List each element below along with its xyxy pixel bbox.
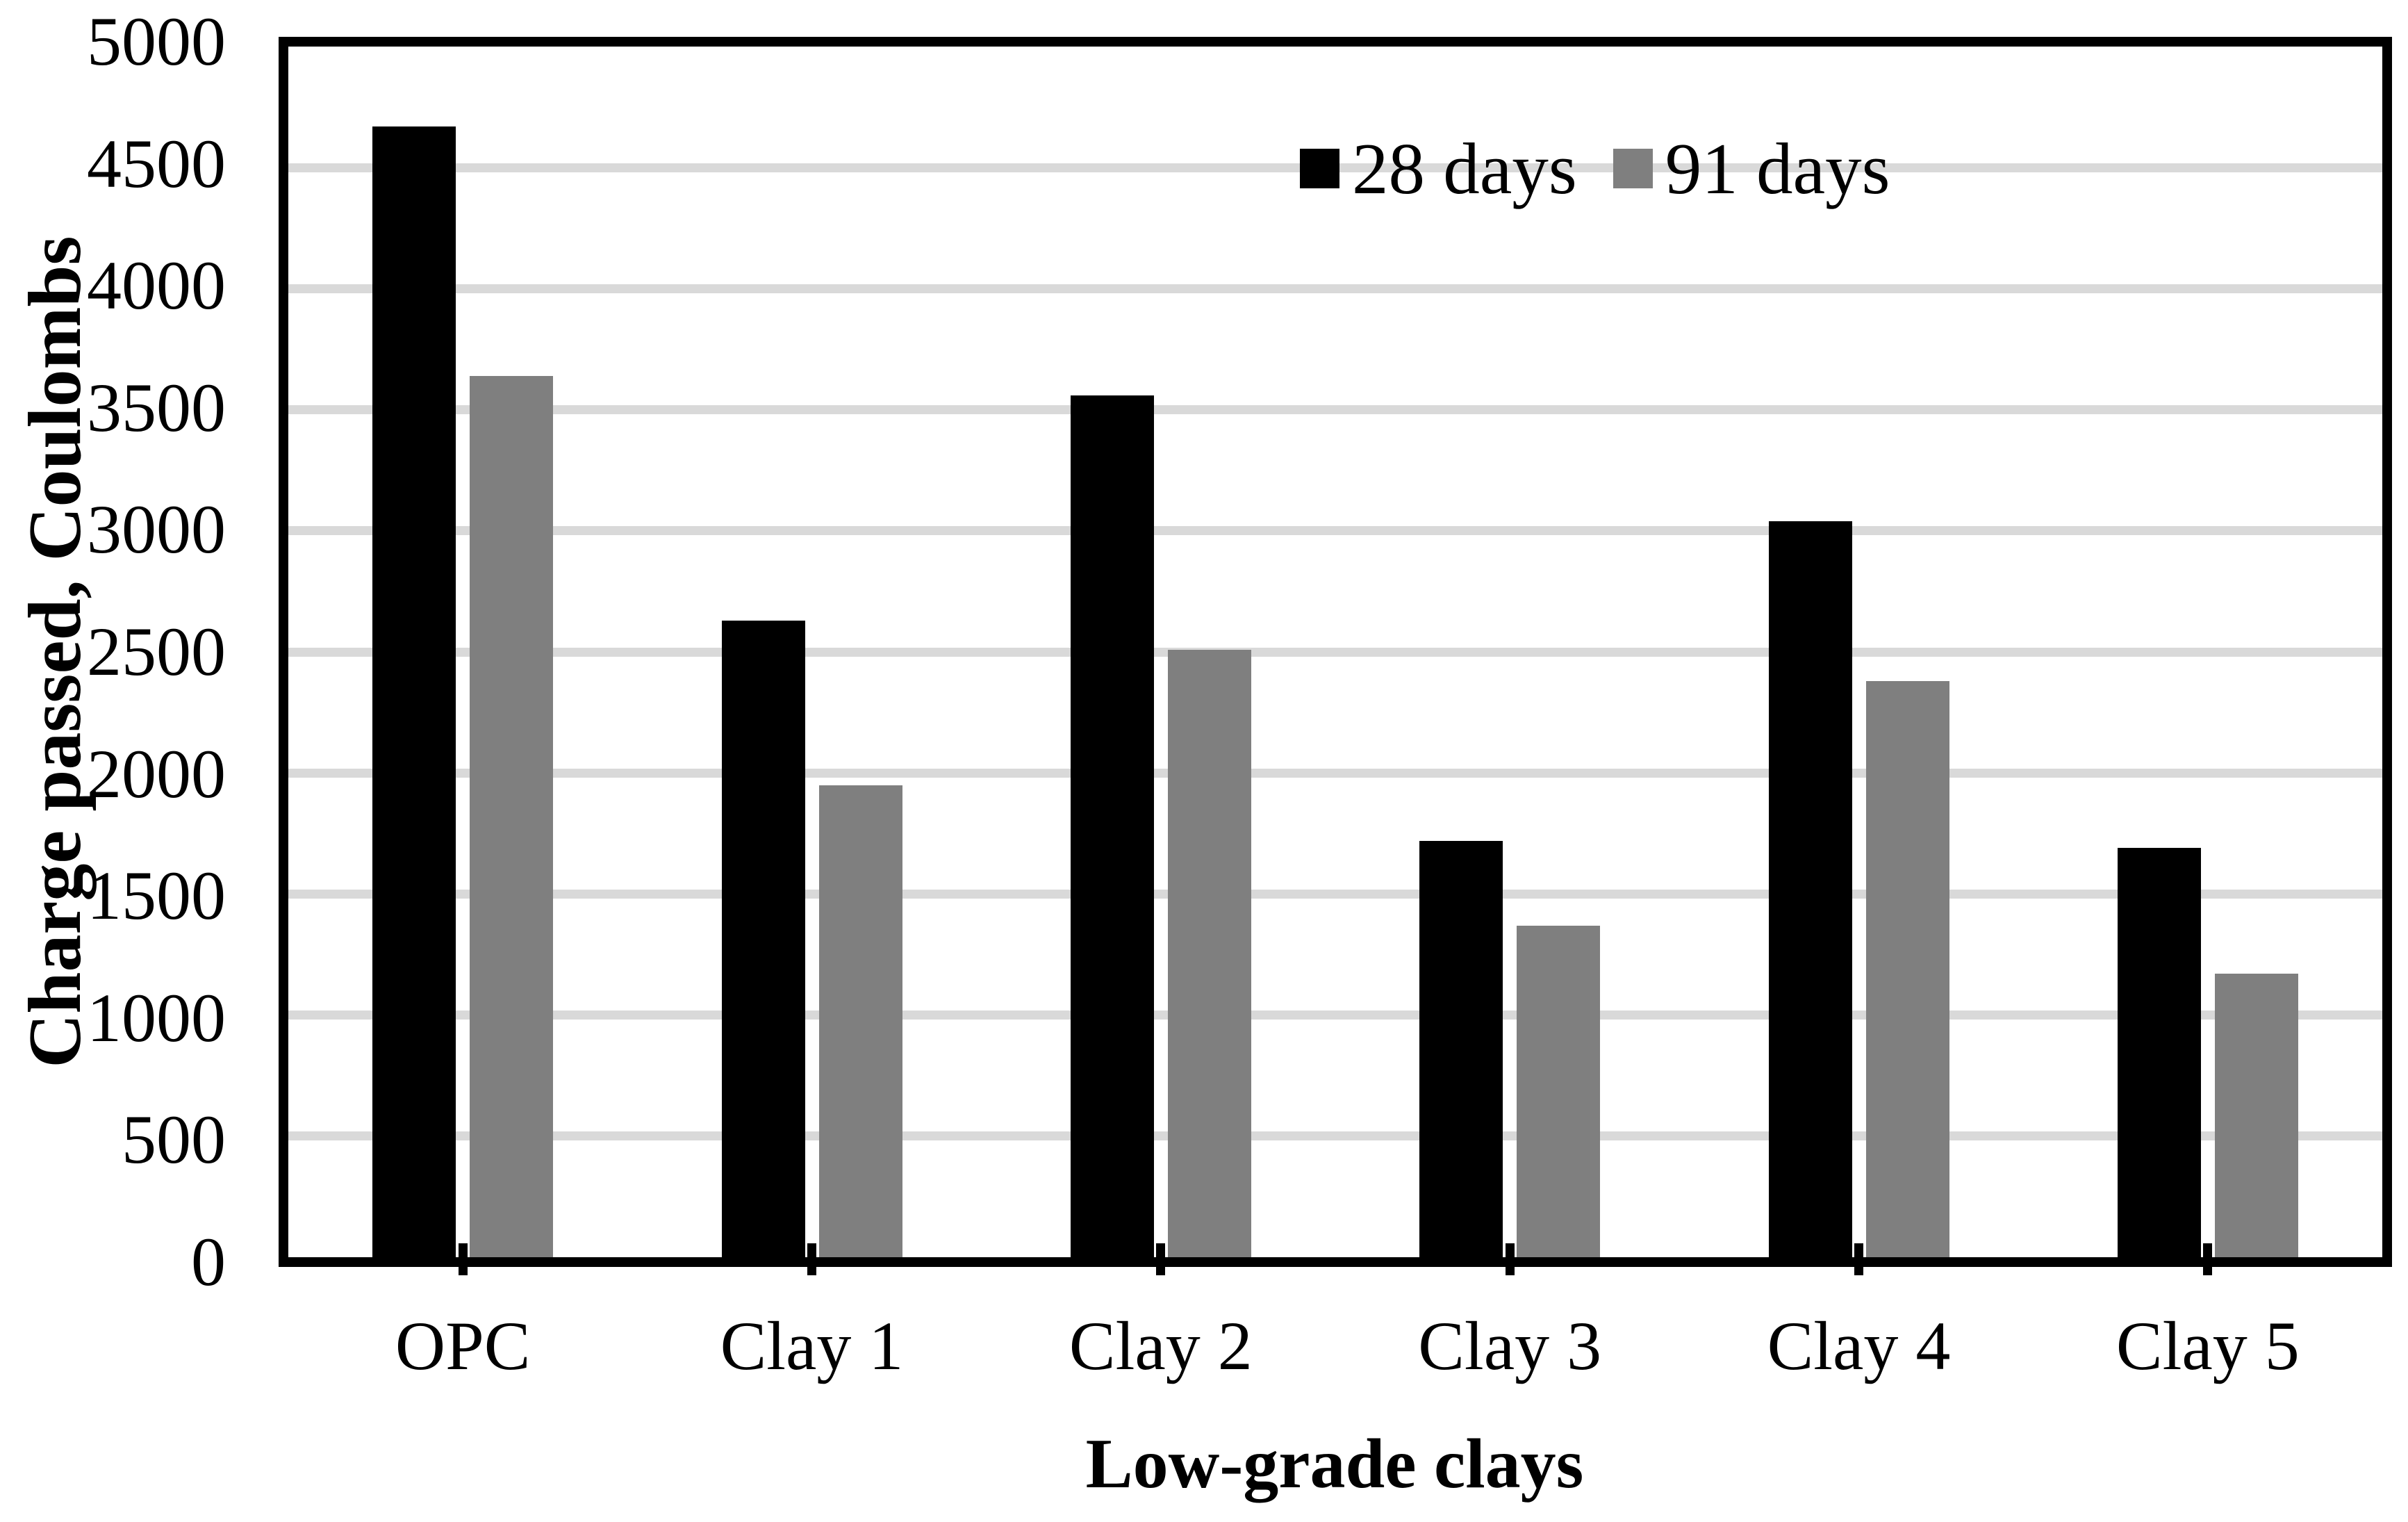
- x-axis-title: Low-grade clays: [1085, 1425, 1584, 1503]
- gridline-2500: [288, 647, 2382, 657]
- bar-91-days-clay-3: [1517, 925, 1601, 1257]
- gridline-3500: [288, 405, 2382, 415]
- legend-label-28-days: 28 days: [1352, 128, 1577, 209]
- x-tick-label-clay-4: Clay 4: [1767, 1307, 1951, 1384]
- bar-91-days-clay-4: [1865, 680, 1949, 1257]
- bar-28-days-clay-4: [1768, 521, 1852, 1257]
- plot-area: [279, 37, 2392, 1267]
- y-tick-label-1500: 1500: [87, 857, 226, 935]
- x-tick-clay-5: [2203, 1243, 2213, 1275]
- bar-28-days-clay-1: [721, 620, 805, 1257]
- gridline-1000: [288, 1010, 2382, 1020]
- bar-28-days-clay-2: [1070, 395, 1154, 1257]
- x-tick-label-clay-2: Clay 2: [1069, 1307, 1253, 1384]
- plot-inner: [288, 47, 2382, 1257]
- y-tick-label-2500: 2500: [87, 613, 226, 690]
- gridline-2000: [288, 768, 2382, 778]
- bar-28-days-opc: [372, 126, 456, 1257]
- y-tick-label-3000: 3000: [87, 491, 226, 568]
- y-tick-label-2000: 2000: [87, 735, 226, 812]
- x-tick-label-clay-5: Clay 5: [2116, 1307, 2300, 1384]
- y-tick-label-1000: 1000: [87, 979, 226, 1056]
- x-tick-clay-4: [1854, 1243, 1863, 1275]
- gridline-3000: [288, 526, 2382, 536]
- x-tick-clay-2: [1156, 1243, 1166, 1275]
- x-tick-clay-3: [1505, 1243, 1515, 1275]
- bar-91-days-clay-2: [1167, 649, 1251, 1257]
- x-tick-label-clay-1: Clay 1: [720, 1307, 904, 1384]
- bar-91-days-clay-5: [2214, 974, 2298, 1257]
- legend-swatch-91-days: [1613, 149, 1653, 188]
- bar-28-days-clay-5: [2117, 848, 2201, 1257]
- x-tick-label-clay-3: Clay 3: [1418, 1307, 1602, 1384]
- x-tick-clay-1: [807, 1243, 816, 1275]
- y-tick-label-0: 0: [191, 1223, 226, 1300]
- gridline-1500: [288, 889, 2382, 899]
- bar-91-days-clay-1: [818, 785, 902, 1257]
- legend-item-28-days: 28 days: [1300, 132, 1577, 205]
- y-tick-label-4000: 4000: [87, 247, 226, 325]
- y-tick-label-4500: 4500: [87, 124, 226, 202]
- legend-swatch-28-days: [1300, 149, 1339, 188]
- y-tick-label-500: 500: [122, 1101, 226, 1179]
- gridline-500: [288, 1131, 2382, 1141]
- x-tick-label-opc: OPC: [395, 1307, 531, 1384]
- y-tick-label-3500: 3500: [87, 368, 226, 446]
- legend: 28 days 91 days: [1300, 132, 1890, 205]
- gridline-4000: [288, 284, 2382, 293]
- bar-91-days-opc: [470, 375, 554, 1257]
- legend-item-91-days: 91 days: [1613, 132, 1890, 205]
- bar-28-days-clay-3: [1419, 840, 1503, 1257]
- x-tick-opc: [458, 1243, 468, 1275]
- y-tick-label-5000: 5000: [87, 3, 226, 80]
- legend-label-91-days: 91 days: [1665, 128, 1890, 209]
